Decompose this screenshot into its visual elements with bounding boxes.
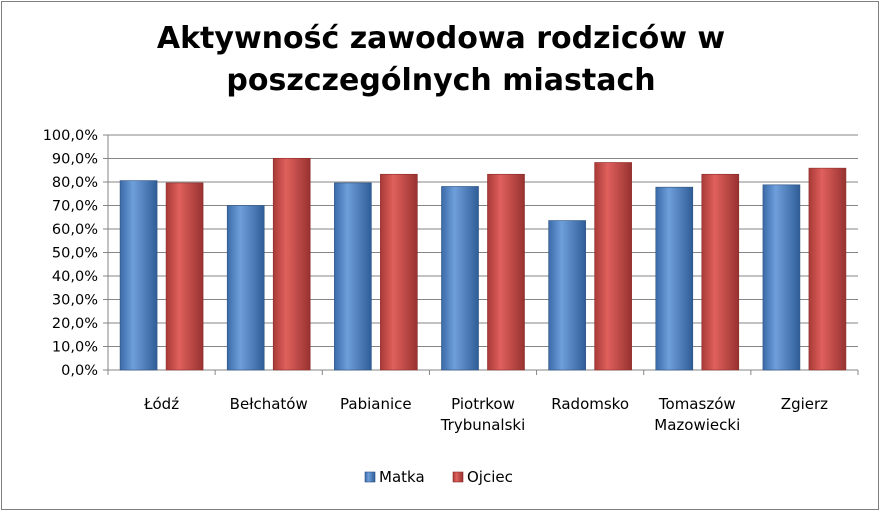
y-tick-label: 0,0% — [61, 363, 98, 379]
x-tick-label: Pabianice — [340, 395, 412, 413]
bar-matka-5 — [655, 186, 694, 371]
gridlines — [108, 134, 858, 347]
chart-title-line-1: Aktywność zawodowa rodziców w — [156, 21, 726, 56]
bars — [119, 157, 847, 371]
y-tick-label: 10,0% — [52, 340, 98, 356]
legend-swatch-matka — [364, 471, 376, 483]
bar-matka-4 — [548, 220, 586, 371]
bar-matka-6 — [762, 184, 801, 371]
y-tick-label: 20,0% — [52, 316, 98, 332]
x-tick-label-line: Tomaszów — [658, 395, 736, 413]
bar-matka-2 — [334, 182, 372, 371]
y-tick-labels: 0,0% 10,0% 20,0% 30,0% 40,0% 50,0% 60,0% 70,0% 8… — [43, 128, 98, 379]
legend-swatch-ojciec — [452, 471, 464, 483]
y-tick-label: 100,0% — [43, 128, 98, 144]
bar-ojciec-5 — [701, 173, 740, 371]
chart-title-line-2: poszczególnych miastach — [226, 63, 656, 98]
legend: Matka Ojciec — [364, 468, 513, 486]
y-tick-label: 80,0% — [52, 175, 98, 191]
x-tick-label-line: Bełchatów — [230, 395, 308, 413]
y-tick-label: 60,0% — [52, 222, 98, 238]
legend-label-matka: Matka — [379, 468, 425, 486]
x-tick-label-line: Łódź — [143, 395, 179, 413]
bar-ojciec-0 — [165, 182, 204, 371]
x-tick-label: Łódź — [143, 395, 179, 413]
x-tick-label-line: Zgierz — [781, 395, 828, 413]
x-tick-label: Radomsko — [551, 395, 629, 413]
bar-ojciec-3 — [487, 173, 525, 371]
y-tick-label: 90,0% — [52, 152, 98, 168]
x-tick-labels: Łódź Bełchatów Pabianice Piotrkow Trybunalsk… — [143, 395, 828, 434]
bar-matka-3 — [441, 186, 479, 371]
bar-matka-1 — [226, 205, 265, 371]
chart-title: Aktywność zawodowa rodziców w poszczegól… — [0, 18, 882, 102]
x-tick-label-line: Radomsko — [551, 395, 629, 413]
axes — [103, 134, 859, 375]
x-tick-label-line: Trybunalski — [440, 416, 526, 434]
bar-ojciec-1 — [272, 157, 311, 371]
x-tick-label: Piotrkow Trybunalski — [440, 395, 526, 434]
y-tick-label: 50,0% — [52, 246, 98, 262]
x-tick-label-line: Piotrkow — [451, 395, 515, 413]
x-tick-label: Tomaszów Mazowiecki — [654, 395, 740, 434]
bar-ojciec-4 — [594, 162, 632, 371]
x-tick-label-line: Pabianice — [340, 395, 412, 413]
bar-matka-0 — [119, 180, 158, 371]
x-tick-label: Zgierz — [781, 395, 828, 413]
bar-ojciec-2 — [380, 173, 418, 371]
x-tick-label-line: Mazowiecki — [654, 416, 740, 434]
y-tick-label: 70,0% — [52, 199, 98, 215]
bar-ojciec-6 — [808, 167, 847, 371]
x-tick-label: Bełchatów — [230, 395, 308, 413]
y-tick-label: 40,0% — [52, 269, 98, 285]
legend-label-ojciec: Ojciec — [467, 468, 513, 486]
y-tick-label: 30,0% — [52, 293, 98, 309]
